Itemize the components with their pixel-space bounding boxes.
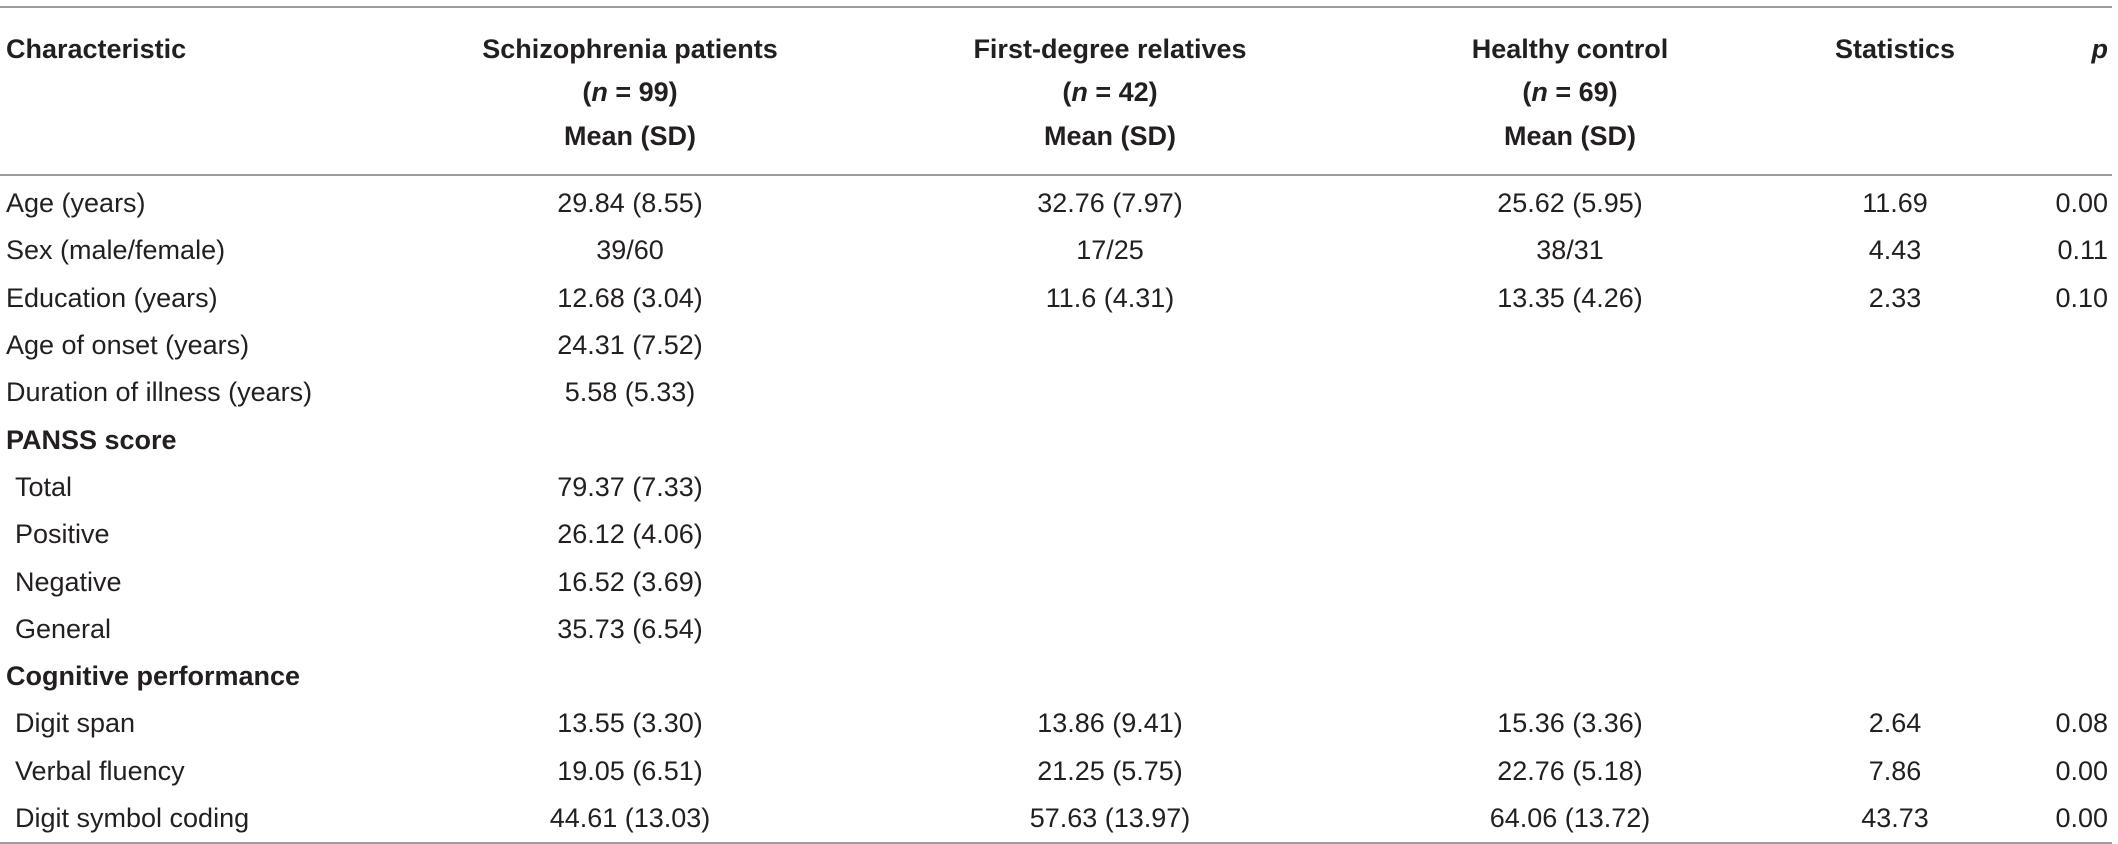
row-label: Verbal fluency	[15, 755, 185, 786]
table-row: Age of onset (years) 24.31 (7.52)	[0, 322, 2112, 369]
cell-control: 64.06 (13.72)	[1489, 803, 1651, 833]
table-row: Digit symbol coding 44.61 (13.03) 57.63 …	[0, 795, 2112, 843]
header-healthy-control: Healthy control (n = 69) Mean (SD)	[1350, 7, 1790, 176]
row-label: Age of onset (years)	[6, 330, 250, 361]
cell-statistics: 11.69	[1862, 188, 1928, 219]
group-n: (n = 42)	[1062, 77, 1158, 107]
row-label: Negative	[15, 566, 122, 597]
cell-statistics: 4.43	[1868, 235, 1922, 266]
table-row: Total 79.37 (7.33)	[0, 464, 2112, 511]
cell-statistics: 2.33	[1868, 282, 1922, 313]
header-row: Characteristic Schizophrenia patients (n…	[0, 7, 2112, 176]
header-statistics: Statistics	[1790, 7, 2000, 176]
header-p-value: p	[2000, 7, 2112, 176]
cell-schizophrenia: 16.52 (3.69)	[557, 566, 703, 597]
cell-statistics	[1790, 369, 2000, 416]
cell-control	[1350, 322, 1790, 369]
cell-relatives: 57.63 (13.97)	[1029, 803, 1191, 833]
row-label: Digit span	[15, 708, 136, 739]
cell-p	[2000, 322, 2112, 369]
header-first-degree-relatives: First-degree relatives (n = 42) Mean (SD…	[870, 7, 1350, 176]
cell-control: 25.62 (5.95)	[1497, 188, 1643, 219]
cell-schizophrenia: 26.12 (4.06)	[557, 519, 703, 550]
section-row-cognitive: Cognitive performance	[0, 653, 2112, 700]
cell-relatives	[870, 369, 1350, 416]
cell-statistics: 7.86	[1868, 755, 1922, 786]
cell-p: 0.00	[2055, 755, 2108, 786]
row-label: Education (years)	[6, 282, 218, 313]
cell-relatives: 21.25 (5.75)	[1037, 755, 1183, 786]
header-characteristic: Characteristic	[0, 7, 390, 176]
cell-schizophrenia: 19.05 (6.51)	[557, 755, 703, 786]
table-row: Positive 26.12 (4.06)	[0, 511, 2112, 558]
cell-schizophrenia: 39/60	[596, 235, 664, 266]
table-row: Age (years) 29.84 (8.55) 32.76 (7.97) 25…	[0, 175, 2112, 227]
cell-p: 0.00	[2055, 188, 2108, 219]
row-label: Sex (male/female)	[6, 235, 226, 266]
cell-statistics	[1790, 322, 2000, 369]
section-row-panss: PANSS score	[0, 416, 2112, 463]
row-label: Age (years)	[6, 188, 146, 219]
cell-schizophrenia: 79.37 (7.33)	[557, 471, 703, 502]
cell-relatives: 11.6 (4.31)	[1045, 282, 1175, 313]
cell-statistics: 2.64	[1868, 708, 1922, 739]
cell-schizophrenia: 44.61 (13.03)	[549, 803, 711, 833]
group-n: (n = 69)	[1522, 77, 1618, 107]
cell-control	[1350, 369, 1790, 416]
group-stat: Mean (SD)	[563, 121, 696, 151]
cell-control: 13.35 (4.26)	[1497, 282, 1643, 313]
group-name: Schizophrenia patients	[482, 34, 778, 64]
row-label: Duration of illness (years)	[6, 377, 313, 408]
section-title-panss: PANSS score	[6, 424, 177, 455]
cell-schizophrenia: 24.31 (7.52)	[557, 330, 703, 361]
group-stat: Mean (SD)	[1043, 121, 1176, 151]
cell-p: 0.11	[2057, 235, 2108, 266]
cell-control: 22.76 (5.18)	[1497, 755, 1643, 786]
cell-statistics: 43.73	[1861, 803, 1929, 833]
table-row: Digit span 13.55 (3.30) 13.86 (9.41) 15.…	[0, 700, 2112, 747]
cell-relatives: 13.86 (9.41)	[1037, 708, 1183, 739]
cell-relatives: 17/25	[1076, 235, 1144, 266]
group-n: (n = 99)	[582, 77, 678, 107]
demographics-table: Characteristic Schizophrenia patients (n…	[0, 6, 2112, 844]
row-label: Digit symbol coding	[15, 803, 250, 833]
group-name: Healthy control	[1471, 34, 1669, 64]
table-header: Characteristic Schizophrenia patients (n…	[0, 7, 2112, 176]
table-row: Verbal fluency 19.05 (6.51) 21.25 (5.75)…	[0, 748, 2112, 795]
cell-schizophrenia: 13.55 (3.30)	[557, 708, 703, 739]
cell-control: 15.36 (3.36)	[1497, 708, 1643, 739]
cell-p: 0.08	[2055, 708, 2108, 739]
table-row: Education (years) 12.68 (3.04) 11.6 (4.3…	[0, 275, 2112, 322]
section-title-cognitive: Cognitive performance	[6, 661, 301, 692]
cell-control: 38/31	[1536, 235, 1604, 266]
header-schizophrenia-patients: Schizophrenia patients (n = 99) Mean (SD…	[390, 7, 870, 176]
table-row: Sex (male/female) 39/60 17/25 38/31 4.43…	[0, 227, 2112, 274]
cell-p	[2000, 369, 2112, 416]
cell-p: 0.10	[2055, 282, 2108, 313]
cell-schizophrenia: 29.84 (8.55)	[557, 188, 703, 219]
row-label: General	[15, 613, 112, 644]
cell-schizophrenia: 35.73 (6.54)	[557, 613, 703, 644]
cell-relatives	[870, 322, 1350, 369]
table-row: Duration of illness (years) 5.58 (5.33)	[0, 369, 2112, 416]
table-row: General 35.73 (6.54)	[0, 606, 2112, 653]
cell-schizophrenia: 12.68 (3.04)	[557, 282, 703, 313]
cell-schizophrenia: 5.58 (5.33)	[564, 377, 696, 408]
row-label: Positive	[15, 519, 110, 550]
table-row: Negative 16.52 (3.69)	[0, 558, 2112, 605]
group-name: First-degree relatives	[973, 34, 1247, 64]
table-body: Age (years) 29.84 (8.55) 32.76 (7.97) 25…	[0, 175, 2112, 843]
group-stat: Mean (SD)	[1503, 121, 1636, 151]
cell-relatives: 32.76 (7.97)	[1037, 188, 1183, 219]
row-label: Total	[15, 471, 73, 502]
cell-p: 0.00	[2055, 803, 2108, 833]
